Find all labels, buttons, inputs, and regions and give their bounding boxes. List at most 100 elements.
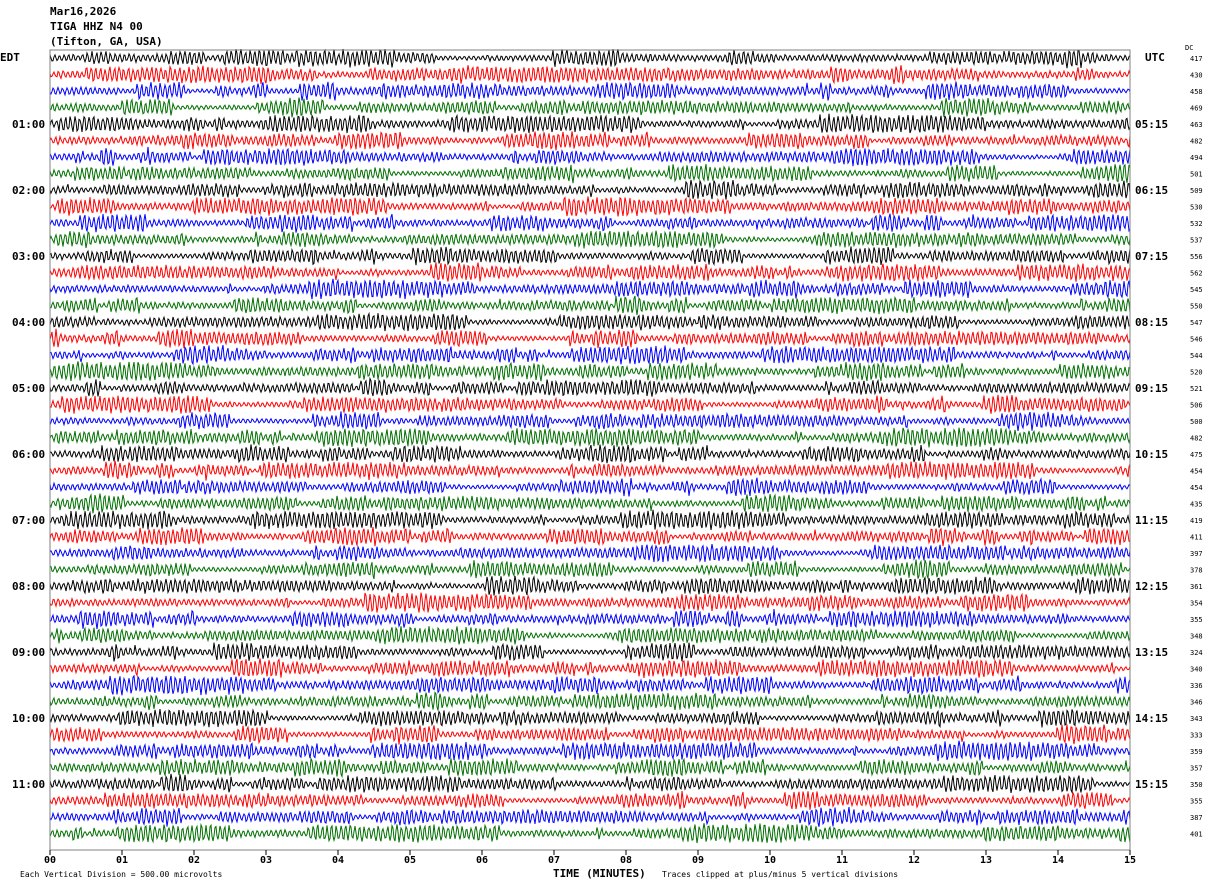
dc-offset-label: 354 <box>1190 600 1203 608</box>
dc-offset-label: 350 <box>1190 781 1203 789</box>
trace-line <box>49 113 1131 134</box>
dc-offset-label: 482 <box>1190 138 1203 146</box>
trace-line <box>49 48 1131 69</box>
x-tick-label: 04 <box>332 855 344 866</box>
trace-line <box>49 674 1131 696</box>
dc-offset-label: 343 <box>1190 715 1203 723</box>
trace-line <box>49 196 1131 217</box>
utc-hour-label: 11:15 <box>1135 514 1168 527</box>
dc-offset-label: 469 <box>1190 105 1203 113</box>
x-tick-label: 13 <box>980 855 992 866</box>
x-tick-label: 11 <box>836 855 848 866</box>
trace-line <box>49 773 1131 795</box>
dc-label: DC <box>1185 44 1193 52</box>
dc-offset-label: 348 <box>1190 633 1203 641</box>
trace-line <box>49 131 1131 151</box>
station-label: TIGA HHZ N4 00 <box>50 20 143 33</box>
x-tick-label: 08 <box>620 855 632 866</box>
utc-hour-label: 15:15 <box>1135 778 1168 791</box>
utc-hour-label: 10:15 <box>1135 448 1168 461</box>
trace-line <box>49 213 1131 233</box>
dc-offset-label: 333 <box>1190 732 1203 740</box>
utc-hour-label: 13:15 <box>1135 646 1168 659</box>
trace-line <box>49 575 1131 596</box>
scale-note: Each Vertical Division = 500.00 microvol… <box>20 870 223 879</box>
edt-hour-label: 03:00 <box>12 250 45 263</box>
dc-offset-label: 355 <box>1190 798 1203 806</box>
dc-offset-label: 521 <box>1190 385 1203 393</box>
dc-offset-label: 359 <box>1190 748 1203 756</box>
trace-line <box>49 724 1131 745</box>
utc-hour-label: 08:15 <box>1135 316 1168 329</box>
date-label: Mar16,2026 <box>50 5 117 18</box>
dc-offset-label: 401 <box>1190 831 1203 839</box>
dc-offset-label: 463 <box>1190 121 1203 129</box>
dc-offset-label: 324 <box>1190 649 1203 657</box>
trace-line <box>49 509 1131 531</box>
dc-offset-label: 458 <box>1190 88 1203 96</box>
dc-offset-label: 454 <box>1190 468 1203 476</box>
trace-line <box>49 493 1131 514</box>
trace-line <box>49 97 1131 118</box>
dc-offset-label: 397 <box>1190 550 1203 558</box>
dc-offset-label: 411 <box>1190 534 1203 542</box>
location-label: (Tifton, GA, USA) <box>50 35 163 48</box>
dc-offset-label: 501 <box>1190 171 1203 179</box>
edt-hour-label: 01:00 <box>12 118 45 131</box>
x-tick-label: 07 <box>548 855 560 866</box>
dc-offset-label: 506 <box>1190 402 1203 410</box>
dc-offset-label: 454 <box>1190 484 1203 492</box>
trace-line <box>49 609 1131 630</box>
trace-line <box>49 262 1131 282</box>
dc-offset-label: 546 <box>1190 336 1203 344</box>
trace-line <box>49 592 1131 613</box>
trace-line <box>49 179 1131 200</box>
dc-offset-label: 482 <box>1190 435 1203 443</box>
edt-hour-label: 02:00 <box>12 184 45 197</box>
dc-offset-label: 419 <box>1190 517 1203 525</box>
x-tick-label: 09 <box>692 855 704 866</box>
dc-offset-label: 357 <box>1190 765 1203 773</box>
trace-line <box>49 376 1131 398</box>
dc-offset-label: 340 <box>1190 666 1203 674</box>
dc-offset-label: 550 <box>1190 303 1203 311</box>
trace-line <box>49 791 1131 810</box>
trace-line <box>49 311 1131 332</box>
trace-line <box>49 740 1131 762</box>
dc-offset-label: 509 <box>1190 187 1203 195</box>
dc-offset-label: 537 <box>1190 237 1203 245</box>
dc-offset-label: 562 <box>1190 270 1203 278</box>
trace-line <box>49 444 1131 464</box>
edt-axis-label: EDT <box>0 51 20 64</box>
x-tick-label: 10 <box>764 855 776 866</box>
dc-offset-label: 435 <box>1190 501 1203 509</box>
edt-hour-label: 08:00 <box>12 580 45 593</box>
edt-hour-label: 06:00 <box>12 448 45 461</box>
dc-offset-label: 430 <box>1190 72 1203 80</box>
trace-line <box>49 526 1131 547</box>
trace-line <box>49 806 1131 827</box>
dc-offset-label: 544 <box>1190 352 1203 360</box>
x-tick-label: 02 <box>188 855 200 866</box>
dc-offset-label: 417 <box>1190 55 1203 63</box>
edt-hour-label: 09:00 <box>12 646 45 659</box>
trace-line <box>49 757 1131 779</box>
x-tick-label: 01 <box>116 855 128 866</box>
trace-line <box>49 146 1131 167</box>
x-tick-label: 00 <box>44 855 56 866</box>
dc-offset-label: 545 <box>1190 286 1203 294</box>
trace-line <box>49 361 1131 382</box>
trace-line <box>49 295 1131 315</box>
trace-line <box>49 328 1131 349</box>
edt-hour-label: 07:00 <box>12 514 45 527</box>
trace-line <box>49 559 1131 580</box>
dc-offset-label: 387 <box>1190 814 1203 822</box>
utc-hour-label: 07:15 <box>1135 250 1168 263</box>
dc-offset-label: 532 <box>1190 220 1203 228</box>
utc-hour-label: 14:15 <box>1135 712 1168 725</box>
x-axis-title: TIME (MINUTES) <box>553 867 646 880</box>
trace-line <box>49 427 1131 448</box>
edt-hour-label: 05:00 <box>12 382 45 395</box>
dc-offset-label: 346 <box>1190 699 1203 707</box>
